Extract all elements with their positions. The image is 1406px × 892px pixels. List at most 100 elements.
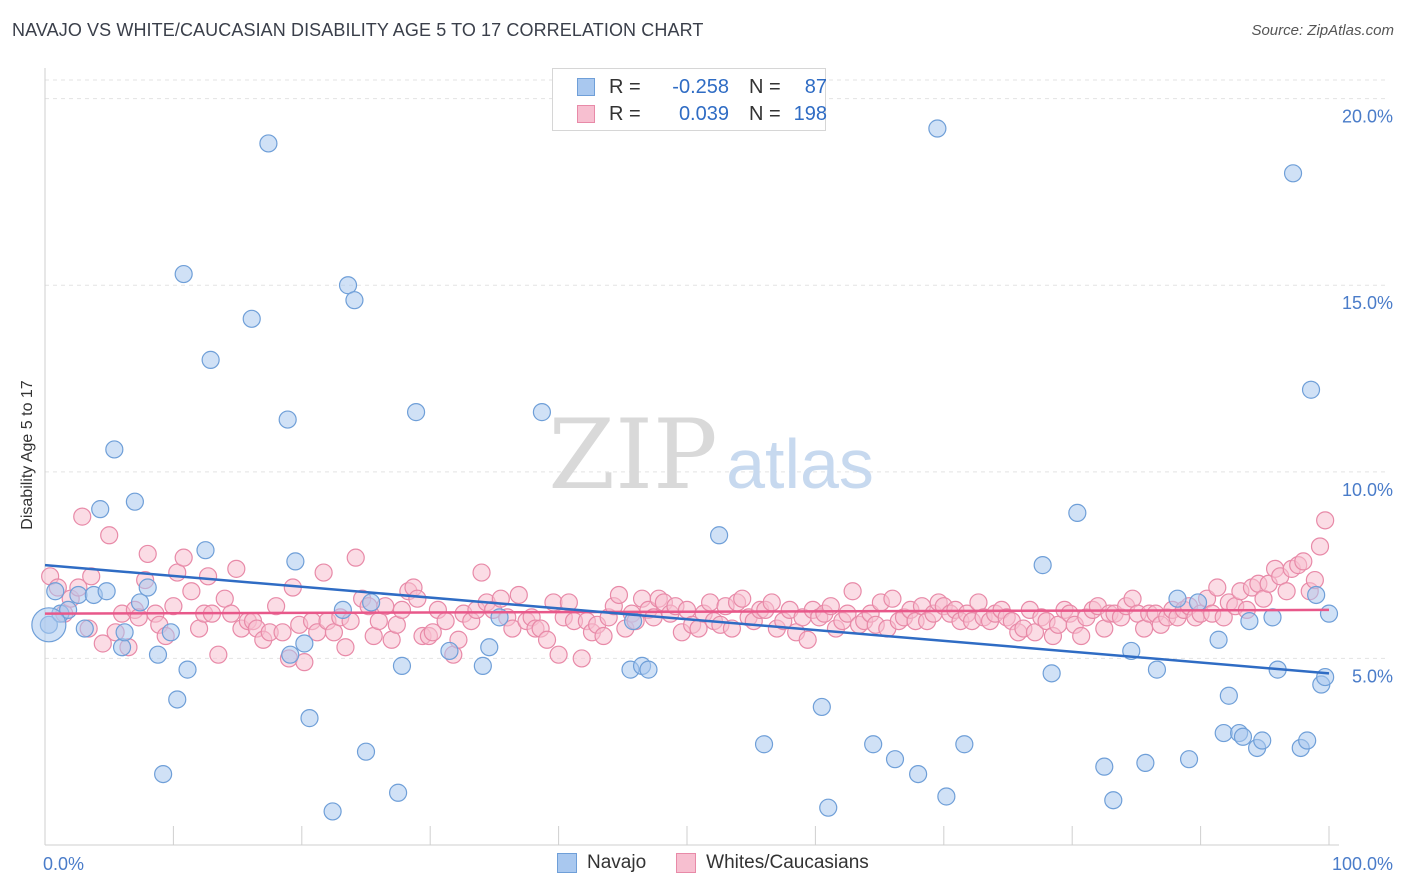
data-point bbox=[91, 500, 110, 519]
data-point bbox=[154, 764, 173, 784]
data-point bbox=[69, 585, 88, 605]
data-point bbox=[1219, 686, 1238, 705]
data-point bbox=[909, 764, 928, 784]
n-label: N = bbox=[749, 75, 781, 98]
data-point bbox=[392, 656, 412, 675]
data-point bbox=[333, 600, 352, 620]
data-point bbox=[1316, 511, 1335, 530]
data-point bbox=[1104, 791, 1123, 810]
axes bbox=[44, 68, 1339, 846]
data-point bbox=[937, 787, 956, 806]
data-point bbox=[572, 649, 591, 668]
data-point bbox=[336, 638, 355, 657]
data-point bbox=[609, 585, 629, 605]
data-point bbox=[1316, 667, 1335, 687]
data-point bbox=[278, 410, 297, 429]
series-legend: Navajo Whites/Caucasians bbox=[557, 852, 899, 874]
y-tick-label: 15.0% bbox=[1342, 293, 1393, 313]
data-point bbox=[392, 600, 412, 620]
data-point bbox=[138, 578, 157, 597]
watermark: ZIP atlas bbox=[548, 399, 874, 511]
r-value: 0.039 bbox=[678, 102, 729, 125]
data-point bbox=[97, 582, 116, 601]
data-point bbox=[93, 634, 112, 653]
data-point bbox=[955, 735, 974, 754]
data-point bbox=[928, 119, 947, 138]
legend-item-whites: Whites/Caucasians bbox=[676, 852, 869, 874]
data-point bbox=[314, 563, 333, 582]
trend-line-whites bbox=[44, 608, 1330, 615]
data-point bbox=[503, 619, 522, 638]
data-point bbox=[838, 604, 857, 623]
n-value: 198 bbox=[793, 102, 827, 125]
data-point bbox=[709, 526, 729, 545]
data-point bbox=[115, 623, 134, 642]
data-point bbox=[594, 626, 613, 646]
whites-swatch bbox=[676, 853, 697, 873]
data-point bbox=[73, 507, 92, 526]
data-point bbox=[1301, 380, 1321, 399]
y-tick-label: 10.0% bbox=[1342, 480, 1393, 500]
data-point bbox=[639, 660, 658, 679]
data-point bbox=[1240, 611, 1259, 631]
data-point bbox=[473, 656, 492, 675]
data-point bbox=[1319, 604, 1339, 623]
legend-label-navajo: Navajo bbox=[587, 852, 647, 873]
data-point bbox=[323, 802, 342, 821]
legend-row-whites: R = 0.039 N = 198 bbox=[577, 102, 827, 126]
data-point bbox=[1307, 585, 1326, 605]
legend-row-navajo: R = -0.258 N = 87 bbox=[577, 75, 827, 99]
data-point bbox=[178, 660, 197, 679]
data-point bbox=[164, 597, 183, 616]
data-point bbox=[885, 750, 905, 769]
data-point bbox=[242, 309, 261, 328]
data-point bbox=[389, 783, 408, 802]
data-point bbox=[1179, 750, 1199, 769]
data-point bbox=[182, 582, 201, 601]
data-point bbox=[148, 645, 168, 664]
data-point bbox=[883, 589, 902, 608]
data-point bbox=[356, 742, 376, 761]
watermark-zip: ZIP bbox=[548, 399, 717, 511]
r-value: -0.258 bbox=[672, 75, 729, 98]
data-point bbox=[209, 645, 228, 664]
data-point bbox=[754, 735, 774, 754]
data-point bbox=[267, 597, 286, 616]
data-point bbox=[1136, 753, 1155, 773]
y-tick-label: 5.0% bbox=[1352, 666, 1393, 686]
grid-lines bbox=[45, 79, 1389, 659]
data-point bbox=[1095, 757, 1114, 776]
data-point bbox=[273, 623, 292, 642]
data-point bbox=[1277, 582, 1296, 601]
n-label: N = bbox=[749, 102, 781, 125]
data-point bbox=[362, 593, 381, 612]
data-point bbox=[100, 526, 119, 545]
trend-line-navajo bbox=[44, 563, 1330, 675]
data-point bbox=[1042, 664, 1061, 683]
data-point bbox=[1188, 593, 1208, 612]
data-point bbox=[864, 735, 883, 754]
data-point bbox=[295, 634, 314, 653]
data-point-large bbox=[31, 607, 67, 643]
series-navajo-points bbox=[31, 119, 1339, 821]
data-point bbox=[1208, 578, 1227, 597]
data-point bbox=[174, 264, 193, 284]
y-tick-label: 20.0% bbox=[1342, 107, 1393, 127]
data-point bbox=[281, 645, 300, 664]
legend-item-navajo: Navajo bbox=[557, 852, 646, 874]
r-label: R = bbox=[609, 75, 641, 98]
data-point bbox=[701, 593, 720, 612]
data-point bbox=[440, 641, 459, 661]
data-point bbox=[1168, 589, 1187, 608]
data-point bbox=[130, 593, 150, 612]
data-point bbox=[168, 690, 187, 709]
data-point bbox=[295, 653, 314, 672]
data-point bbox=[819, 798, 838, 817]
data-point bbox=[1298, 731, 1317, 750]
data-point bbox=[196, 541, 215, 560]
data-point bbox=[227, 559, 246, 578]
data-point bbox=[1253, 731, 1272, 750]
data-point bbox=[1033, 556, 1052, 575]
data-point bbox=[125, 492, 144, 511]
